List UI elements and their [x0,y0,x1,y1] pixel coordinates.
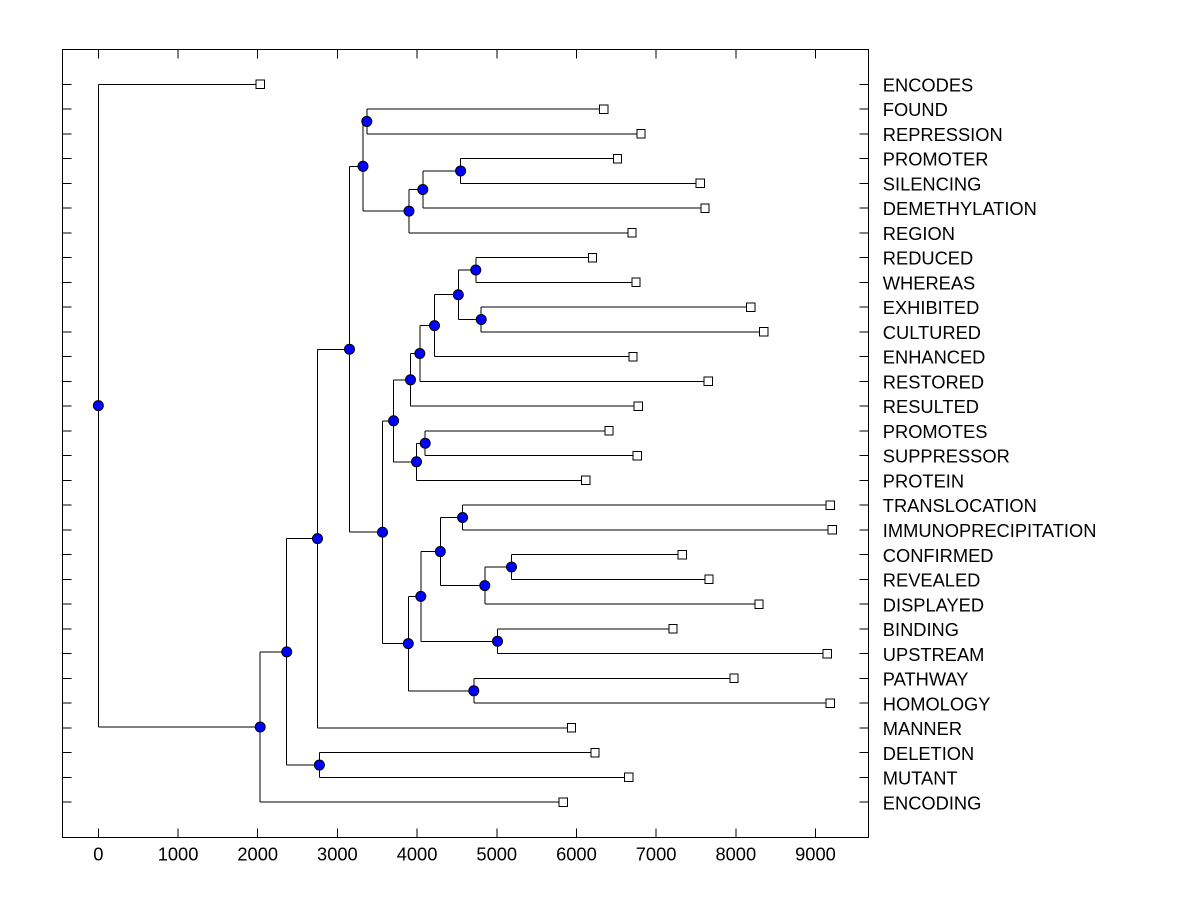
svg-text:RESULTED: RESULTED [883,396,979,417]
svg-text:DISPLAYED: DISPLAYED [883,594,984,615]
svg-text:TRANSLOCATION: TRANSLOCATION [883,495,1037,516]
svg-text:SUPPRESSOR: SUPPRESSOR [883,446,1010,467]
svg-text:3000: 3000 [317,844,358,865]
svg-text:ENCODES: ENCODES [883,74,973,95]
svg-text:5000: 5000 [476,844,517,865]
svg-text:1000: 1000 [158,844,199,865]
svg-text:FOUND: FOUND [883,99,948,120]
svg-text:RESTORED: RESTORED [883,371,984,392]
svg-text:REPRESSION: REPRESSION [883,124,1003,145]
svg-text:PROMOTES: PROMOTES [883,421,988,442]
svg-text:8000: 8000 [715,844,756,865]
svg-text:CULTURED: CULTURED [883,322,981,343]
svg-text:WHEREAS: WHEREAS [883,272,975,293]
svg-text:CONFIRMED: CONFIRMED [883,545,994,566]
svg-text:DEMETHYLATION: DEMETHYLATION [883,198,1037,219]
svg-text:REDUCED: REDUCED [883,248,973,269]
svg-text:0: 0 [93,844,103,865]
svg-text:DELETION: DELETION [883,743,974,764]
svg-text:6000: 6000 [556,844,597,865]
svg-text:SILENCING: SILENCING [883,173,982,194]
svg-text:IMMUNOPRECIPITATION: IMMUNOPRECIPITATION [883,520,1097,541]
svg-text:9000: 9000 [795,844,836,865]
svg-text:MANNER: MANNER [883,718,962,739]
svg-text:REGION: REGION [883,223,955,244]
svg-text:EXHIBITED: EXHIBITED [883,297,980,318]
svg-text:7000: 7000 [636,844,677,865]
svg-text:PATHWAY: PATHWAY [883,669,969,690]
svg-text:2000: 2000 [237,844,278,865]
svg-text:4000: 4000 [397,844,438,865]
svg-text:ENCODING: ENCODING [883,792,982,813]
svg-text:MUTANT: MUTANT [883,768,958,789]
svg-text:PROMOTER: PROMOTER [883,149,989,170]
svg-text:UPSTREAM: UPSTREAM [883,644,985,665]
svg-text:HOMOLOGY: HOMOLOGY [883,693,991,714]
svg-text:ENHANCED: ENHANCED [883,347,986,368]
svg-text:BINDING: BINDING [883,619,959,640]
svg-text:REVEALED: REVEALED [883,570,981,591]
svg-text:PROTEIN: PROTEIN [883,470,964,491]
